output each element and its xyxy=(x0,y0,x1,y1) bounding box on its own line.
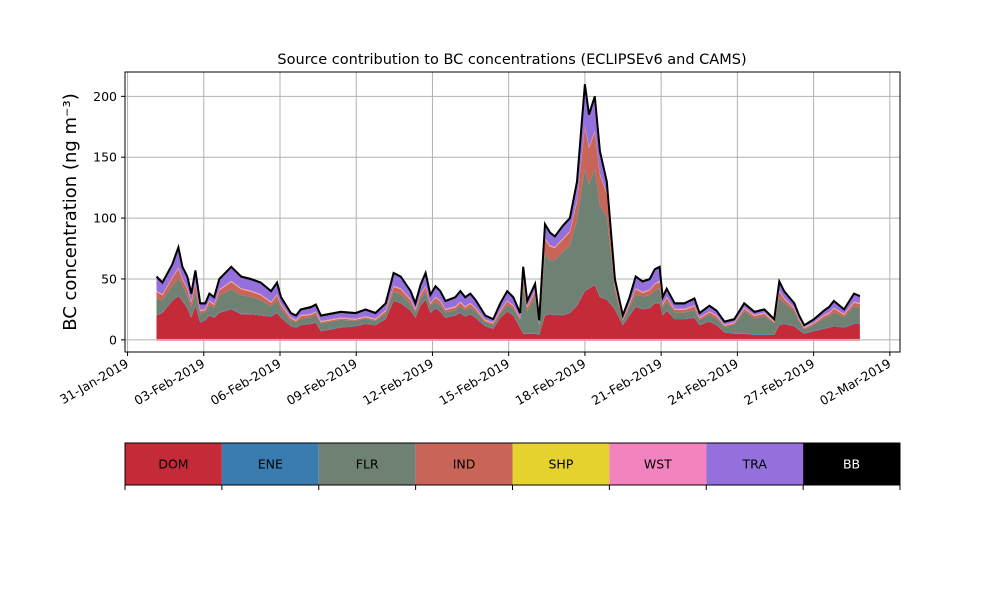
legend-swatch-flr xyxy=(318,443,416,485)
legend-frame xyxy=(124,442,901,486)
total-line xyxy=(155,84,861,327)
legend-label: SHP xyxy=(549,457,574,472)
area-dom xyxy=(156,285,860,340)
legend-swatch-ind xyxy=(415,443,513,485)
legend-label: IND xyxy=(453,457,476,472)
legend-swatch-dom xyxy=(125,443,222,485)
legend-swatch-ene xyxy=(221,443,319,485)
x-tick-label: 24-Feb-2019 xyxy=(665,356,741,408)
y-tick-label: 0 xyxy=(109,332,117,347)
y-tick-label: 150 xyxy=(93,150,117,165)
legend-label: DOM xyxy=(158,457,188,472)
axes: 0 50 100 150 200 31-Jan-2019 03-Feb-2019 06-Feb… xyxy=(57,71,901,409)
legend-swatch-wst xyxy=(609,443,707,485)
legend-swatch-tra xyxy=(706,443,804,485)
x-tick-label: 27-Feb-2019 xyxy=(741,356,817,408)
chart-title: Source contribution to BC concentrations… xyxy=(277,52,746,68)
x-tick-label: 09-Feb-2019 xyxy=(284,356,360,408)
legend-swatch-bb xyxy=(803,443,900,485)
legend-label: ENE xyxy=(258,457,283,472)
legend-label: TRA xyxy=(742,457,768,472)
x-tick-label: 18-Feb-2019 xyxy=(513,356,589,408)
plot-frame xyxy=(124,71,901,353)
y-tick-label: 200 xyxy=(93,89,117,104)
y-axis-label: BC concentration (ng m⁻³) xyxy=(60,93,81,331)
legend-swatch-shp xyxy=(512,443,610,485)
legend-label: WST xyxy=(644,457,672,472)
x-tick-label: 02-Mar-2019 xyxy=(817,356,893,409)
x-tick-label: 03-Feb-2019 xyxy=(131,356,207,408)
x-tick-label: 12-Feb-2019 xyxy=(360,356,436,408)
legend: DOM ENE FLR IND SHP WST TRA BB xyxy=(124,442,901,490)
y-tick-label: 100 xyxy=(93,211,117,226)
y-tick-label: 50 xyxy=(101,271,117,286)
stacked-areas xyxy=(155,84,861,341)
legend-label: BB xyxy=(843,457,860,472)
x-tick-label: 21-Feb-2019 xyxy=(589,356,665,408)
area-tra xyxy=(156,85,860,328)
area-flr xyxy=(156,168,860,335)
legend-label: FLR xyxy=(356,457,379,472)
x-tick-label: 06-Feb-2019 xyxy=(208,356,284,408)
x-tick-label: 15-Feb-2019 xyxy=(436,356,512,408)
x-tick-label: 31-Jan-2019 xyxy=(57,356,131,407)
